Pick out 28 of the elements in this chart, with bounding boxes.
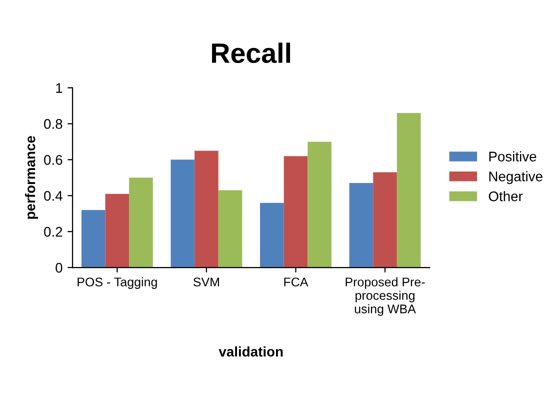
- bar: [194, 150, 218, 268]
- y-tick-label: 0.8: [44, 119, 62, 129]
- bar: [260, 202, 284, 268]
- bar: [218, 190, 242, 268]
- bar: [170, 160, 195, 268]
- y-tick-label: 0: [56, 262, 62, 273]
- bar: [129, 178, 153, 268]
- legend-label: Positive: [489, 151, 536, 162]
- y-tick-label: 1: [56, 83, 62, 93]
- bar: [308, 142, 332, 268]
- bar: [396, 112, 421, 268]
- bar: [284, 156, 308, 268]
- bar: [349, 183, 374, 268]
- x-tick-label: FCA: [284, 278, 308, 286]
- bar: [105, 194, 130, 268]
- y-tick-label: 0.4: [44, 190, 62, 201]
- x-axis-title: validation: [218, 346, 283, 357]
- legend-label: Other: [488, 191, 523, 202]
- y-axis-title: performance: [25, 136, 38, 219]
- bar: [373, 172, 397, 268]
- x-tick-label: Proposed Pre- processing using WBA: [346, 277, 425, 316]
- x-tick-label: SVM: [193, 278, 219, 286]
- legend-label: Negative: [489, 171, 542, 184]
- x-tick-label: POS - Tagging: [78, 277, 157, 289]
- chart-title: Recall: [212, 42, 290, 64]
- y-tick-label: 0.2: [44, 226, 62, 237]
- y-tick-label: 0.6: [44, 155, 62, 165]
- bar: [81, 210, 106, 268]
